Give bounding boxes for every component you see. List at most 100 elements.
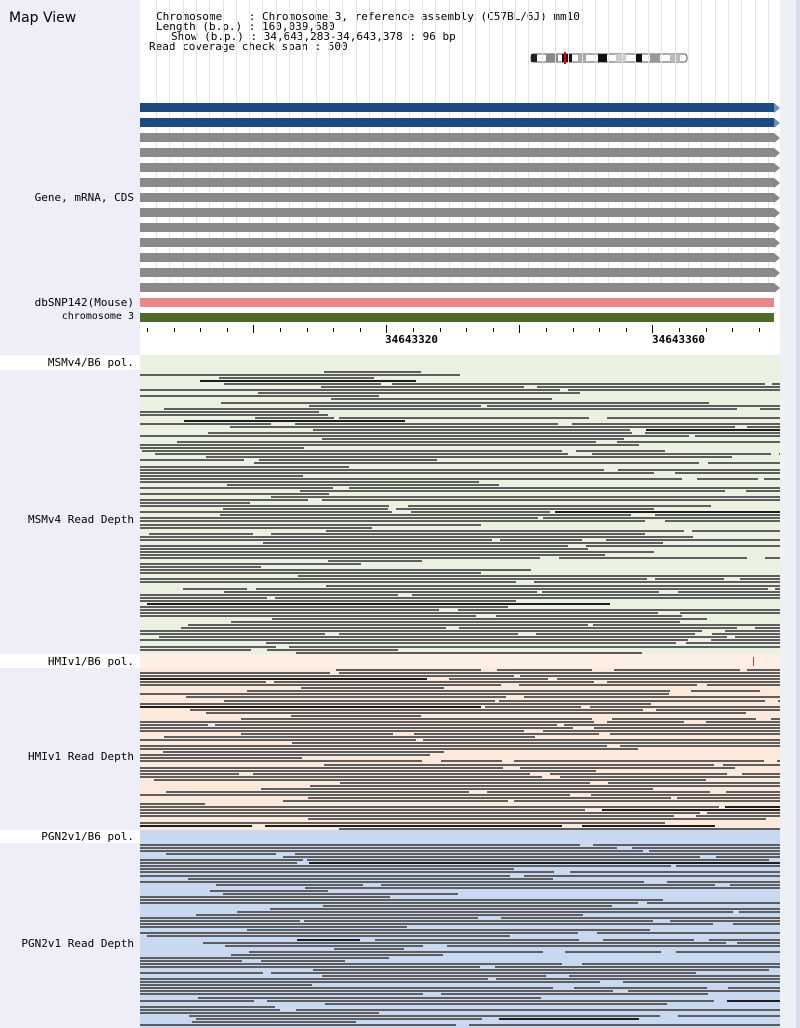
read-segment [334,948,404,950]
read-segment [591,794,780,796]
chromosome-track[interactable] [140,313,774,322]
read-segment [177,441,596,443]
hmi-polymorphism-track[interactable] [140,654,780,668]
gene-feature-bar[interactable] [140,283,774,292]
read-segment [676,951,780,953]
read-segment [140,395,379,397]
read-segment [140,472,654,474]
read-segment [487,791,710,793]
ruler-tick [174,328,175,332]
gene-feature-bar[interactable] [140,148,774,157]
grid-line [449,0,450,290]
read-segment [140,815,674,817]
pgn-read-depth-track[interactable] [140,843,780,1028]
dbsnp-track[interactable] [140,298,774,307]
read-segment [225,945,423,947]
read-segment [272,618,707,620]
read-segment [594,727,780,729]
grid-line [675,0,676,290]
grid-line [342,0,343,290]
hmi-pol-label-band [0,654,140,668]
read-segment [140,630,702,632]
read-segment [514,760,764,762]
read-segment [537,386,780,388]
hmi-read-depth-track[interactable] [140,668,780,830]
msm-read-depth-track[interactable] [140,370,780,654]
gene-feature-bar[interactable] [140,253,774,262]
read-segment [140,527,372,529]
gene-feature-bar[interactable] [140,178,774,187]
gene-feature-bar[interactable] [140,223,774,232]
read-segment [408,505,711,507]
read-segment [140,672,330,674]
read-segment [270,908,780,910]
chromosome-info: Chromosome : Chromosome 3, reference ass… [156,10,580,23]
read-segment [140,459,244,461]
read-segment [623,981,780,983]
read-segment [140,1000,254,1002]
right-scroll-strip[interactable] [780,0,800,1028]
read-segment [140,972,263,974]
read-segment [140,1012,379,1014]
gene-feature-bar[interactable] [140,163,774,172]
length-info: Length (b.p.) : 160,039,680 [156,20,335,33]
read-segment [499,700,765,702]
read-segment [499,1018,639,1020]
coverage-span-info: Read coverage check span : 500 [149,40,348,53]
read-segment [140,639,688,641]
read-segment [570,871,780,873]
grid-line [329,0,330,290]
read-segment [349,487,780,489]
read-segment [140,578,647,580]
gene-feature-bar[interactable] [140,208,774,217]
read-segment [140,646,276,648]
read-segment [560,776,780,778]
msm-polymorphism-track[interactable] [140,355,780,370]
read-segment [140,524,481,526]
read-segment [140,536,693,538]
read-segment [375,939,579,941]
read-segment [501,917,780,919]
grid-line [528,0,529,290]
gene-feature-bar[interactable] [140,268,774,277]
read-segment [324,764,714,766]
gene-feature-bar[interactable] [140,133,774,142]
read-segment [645,432,780,434]
grid-line [595,0,596,290]
ruler-tick [493,328,494,332]
read-segment [646,429,780,431]
read-segment [326,585,780,587]
gene-feature-bar[interactable] [140,103,774,112]
read-segment [582,963,780,965]
read-segment [140,902,638,904]
gene-feature-bar[interactable] [140,118,774,127]
grid-line [568,0,569,290]
read-segment [231,621,680,623]
scrollbar[interactable] [796,0,800,1028]
read-segment [216,884,363,886]
read-segment [206,712,746,714]
pgn-polymorphism-track[interactable] [140,830,780,843]
read-segment [149,533,253,535]
grid-line [409,0,410,290]
grid-line [462,0,463,290]
read-segment [140,825,252,827]
read-segment [140,597,267,599]
read-segment [760,408,780,410]
gene-feature-bar[interactable] [140,193,774,202]
read-segment [164,408,737,410]
ruler-tick [732,328,733,332]
read-segment [675,472,780,474]
read-segment [200,380,416,382]
read-segment [737,942,780,944]
strand-arrow-icon [774,147,780,158]
gene-feature-bar[interactable] [140,238,774,247]
read-segment [557,678,780,680]
ruler-tick [759,328,760,332]
ruler-tick [147,328,148,332]
ruler-tick [333,328,334,332]
ruler-tick [573,328,574,332]
read-segment [266,642,676,644]
read-segment [140,932,578,934]
read-segment [254,462,699,464]
